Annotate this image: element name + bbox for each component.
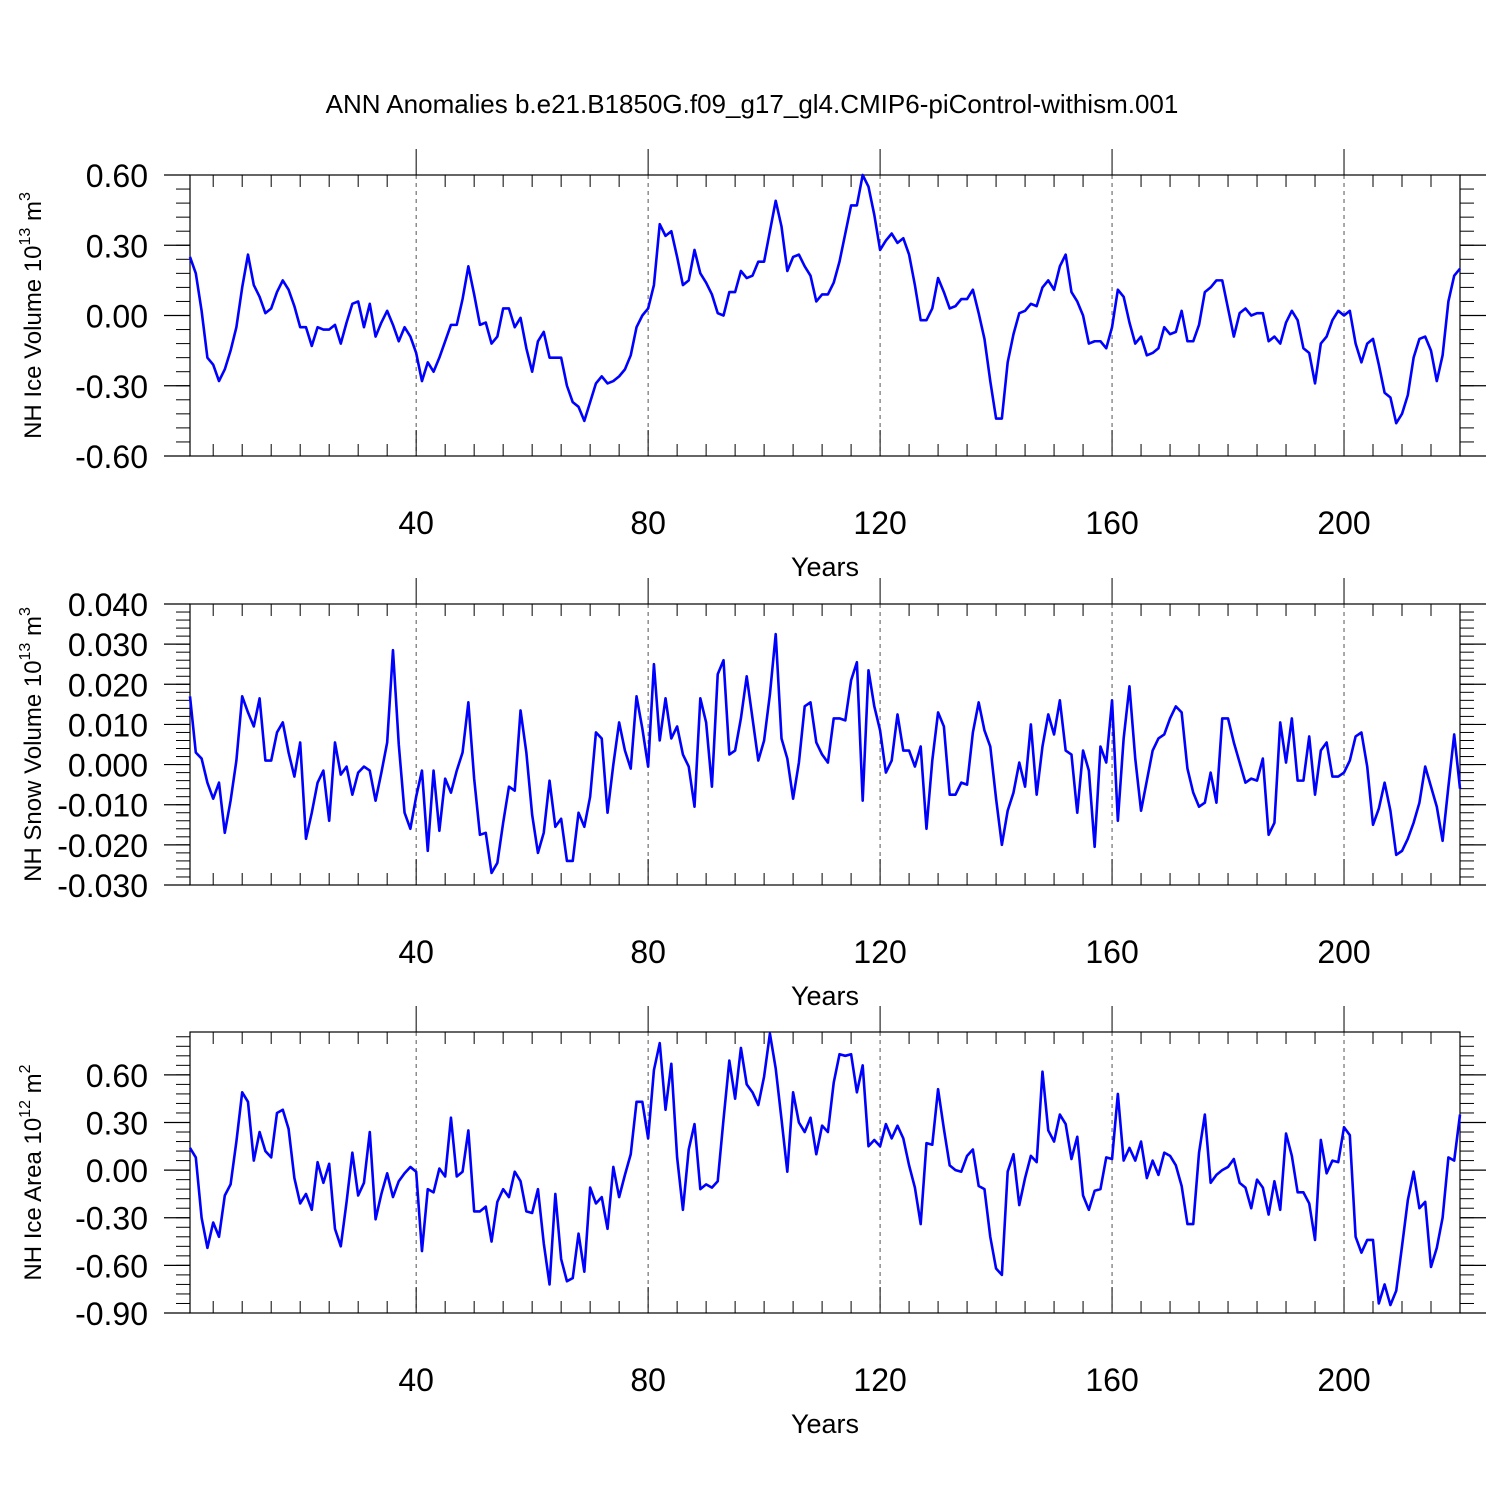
x-axis-label: Years: [791, 1409, 859, 1439]
y-axis-label-exponent: 13: [17, 228, 34, 246]
x-tick-label-200: 200: [1317, 1362, 1370, 1398]
y-tick-label-0.000: 0.000: [68, 748, 148, 784]
y-tick-label-0.30: 0.30: [86, 228, 148, 264]
x-tick-label-120: 120: [853, 1362, 906, 1398]
y-tick-label--0.020: -0.020: [57, 828, 148, 864]
series-line-1: [188, 1032, 1462, 1307]
y-tick-label--0.030: -0.030: [57, 868, 148, 904]
y-axis-label: NH Snow Volume 1013 m3: [17, 607, 47, 882]
y-axis-label: NH Ice Volume 1013 m3: [17, 192, 47, 439]
y-axis-label-exponent: 12: [17, 1100, 34, 1118]
y-tick-label--0.30: -0.30: [75, 369, 148, 405]
y-tick-label-0.00: 0.00: [86, 1153, 148, 1189]
x-tick-label-200: 200: [1317, 934, 1370, 970]
x-tick-label-120: 120: [853, 505, 906, 541]
y-axis-label-unit: m: [20, 1073, 47, 1100]
panel-3: 40 80 120 160 200 Years -0.90 -0.60 -0.30 0.00 0.3…: [17, 1006, 1486, 1439]
y-axis-label-unit-exponent: 3: [17, 607, 34, 616]
y-tick-label-0.010: 0.010: [68, 707, 148, 743]
x-tick-label-40: 40: [398, 1362, 434, 1398]
y-axis-label: NH Ice Area 1012 m2: [17, 1064, 47, 1280]
series-line-1: [188, 173, 1462, 425]
y-tick-label--0.60: -0.60: [75, 439, 148, 475]
y-axis-label-main: NH Ice Volume 10: [20, 245, 47, 438]
y-tick-label--0.010: -0.010: [57, 788, 148, 824]
y-tick-label--0.30: -0.30: [75, 1201, 148, 1237]
y-axis-label-unit: m: [20, 201, 47, 228]
y-tick-label--0.60: -0.60: [75, 1248, 148, 1284]
y-axis-label-exponent: 13: [17, 643, 34, 661]
y-tick-label-0.020: 0.020: [68, 667, 148, 703]
y-tick-label--0.90: -0.90: [75, 1296, 148, 1332]
panel-2: 40 80 120 160 200 Years -0.030 -0.020 -0.010 0.00…: [17, 578, 1486, 1011]
y-tick-label-0.040: 0.040: [68, 587, 148, 623]
y-axis-label-main: NH Snow Volume 10: [20, 660, 47, 881]
y-tick-label-0.00: 0.00: [86, 299, 148, 335]
x-tick-label-80: 80: [630, 1362, 666, 1398]
y-tick-label-0.60: 0.60: [86, 1058, 148, 1094]
x-tick-label-200: 200: [1317, 505, 1370, 541]
y-tick-label-0.60: 0.60: [86, 158, 148, 194]
y-axis-label-unit: m: [20, 616, 47, 643]
series-line-1: [188, 632, 1462, 875]
plot-frame: [189, 603, 1461, 886]
x-tick-label-160: 160: [1085, 934, 1138, 970]
y-axis-label-unit-exponent: 2: [17, 1064, 34, 1073]
x-tick-label-120: 120: [853, 934, 906, 970]
x-tick-label-80: 80: [630, 505, 666, 541]
x-tick-label-40: 40: [398, 505, 434, 541]
x-tick-label-160: 160: [1085, 1362, 1138, 1398]
y-tick-label-0.030: 0.030: [68, 627, 148, 663]
x-tick-label-160: 160: [1085, 505, 1138, 541]
panels: 40 80 120 160 200 Years -0.60 -0.30 0.00 0.30 0.60…: [17, 149, 1486, 1439]
x-tick-label-40: 40: [398, 934, 434, 970]
y-axis-label-unit-exponent: 3: [17, 192, 34, 201]
panel-1: 40 80 120 160 200 Years -0.60 -0.30 0.00 0.30 0.60…: [17, 149, 1486, 582]
y-tick-label-0.30: 0.30: [86, 1105, 148, 1141]
y-axis-label-main: NH Ice Area 10: [20, 1118, 47, 1281]
plot-frame: [189, 174, 1461, 457]
figure-title: ANN Anomalies b.e21.B1850G.f09_g17_gl4.C…: [326, 89, 1179, 119]
x-tick-label-80: 80: [630, 934, 666, 970]
x-axis-label: Years: [791, 981, 859, 1011]
plot-frame: [189, 1031, 1461, 1314]
x-axis-label: Years: [791, 552, 859, 582]
